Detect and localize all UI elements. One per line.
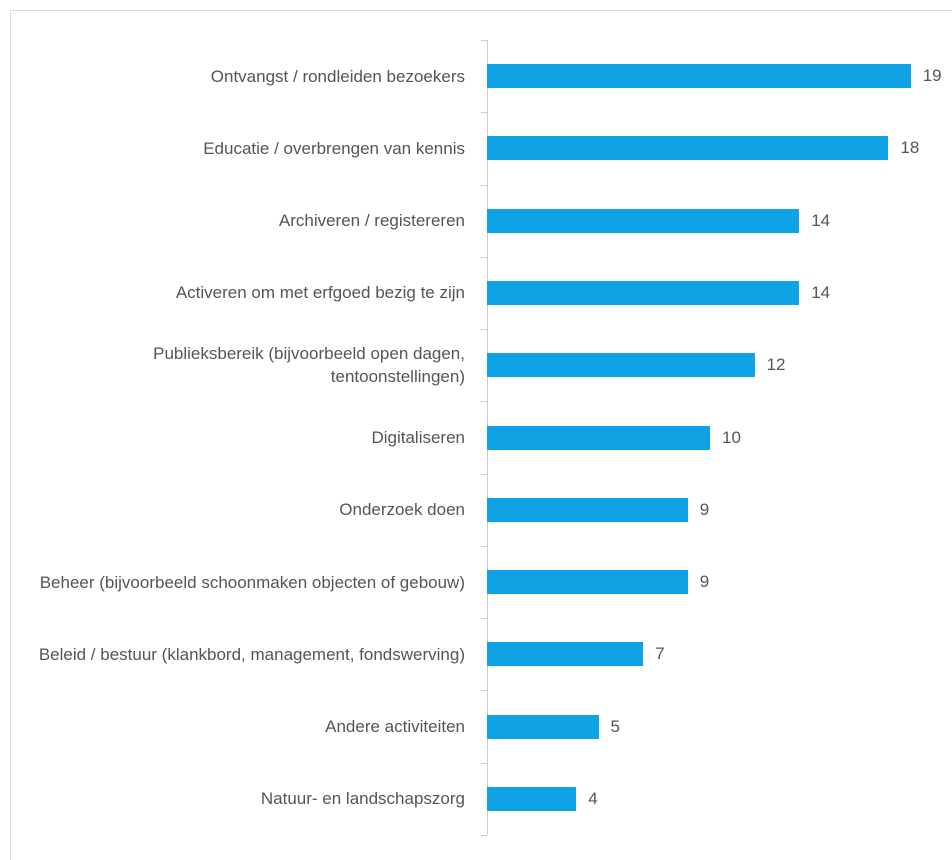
axis-tick	[481, 690, 487, 692]
bar	[487, 136, 889, 161]
axis-tick	[481, 184, 487, 186]
value-label: 5	[610, 716, 620, 736]
category-label: Activeren om met erfgoed bezig te zijn	[175, 283, 465, 303]
axis-tick	[481, 835, 487, 836]
axis-tick	[481, 40, 487, 41]
bar	[487, 786, 577, 811]
axis-tick	[481, 618, 487, 620]
chart-frame	[10, 10, 952, 860]
category-label: Beheer (bijvoorbeeld schoonmaken objecte…	[39, 572, 465, 592]
value-label: 12	[766, 355, 786, 375]
value-label: 10	[722, 427, 741, 447]
bar	[487, 280, 800, 305]
category-label: Beleid / bestuur (klankbord, management,…	[38, 644, 465, 664]
axis-tick	[481, 112, 487, 114]
axis-tick	[481, 762, 487, 764]
axis-tick	[481, 545, 487, 547]
axis-tick	[481, 329, 487, 331]
category-label: Ontvangst / rondleiden bezoekers	[210, 66, 465, 86]
value-label: 9	[699, 499, 710, 519]
category-label: Educatie / overbrengen van kennis	[203, 138, 465, 158]
value-label: 14	[811, 210, 831, 230]
value-label: 14	[811, 282, 831, 302]
axis-tick	[481, 256, 487, 258]
category-label: Onderzoek doen	[339, 500, 465, 520]
value-label: 19	[922, 66, 942, 86]
value-label: 9	[699, 572, 710, 592]
bar	[487, 570, 688, 595]
category-label: Andere activiteiten	[325, 717, 465, 737]
bar	[487, 353, 755, 378]
category-label: Digitaliseren	[371, 427, 465, 447]
value-label: 18	[900, 138, 920, 158]
axis-tick	[481, 401, 487, 403]
value-label: 4	[588, 788, 598, 808]
bar	[487, 497, 688, 522]
category-label: Publieksbereik (bijvoorbeeld open dagen,…	[153, 344, 465, 387]
value-label: 7	[655, 644, 665, 664]
bar	[487, 64, 911, 89]
category-label: Natuur- en landschapszorg	[260, 789, 465, 809]
bar	[487, 425, 710, 450]
bar	[487, 642, 644, 667]
category-label: Archiveren / registereren	[278, 211, 465, 231]
bar	[487, 714, 599, 739]
bar	[487, 208, 800, 233]
axis-tick	[481, 473, 487, 475]
